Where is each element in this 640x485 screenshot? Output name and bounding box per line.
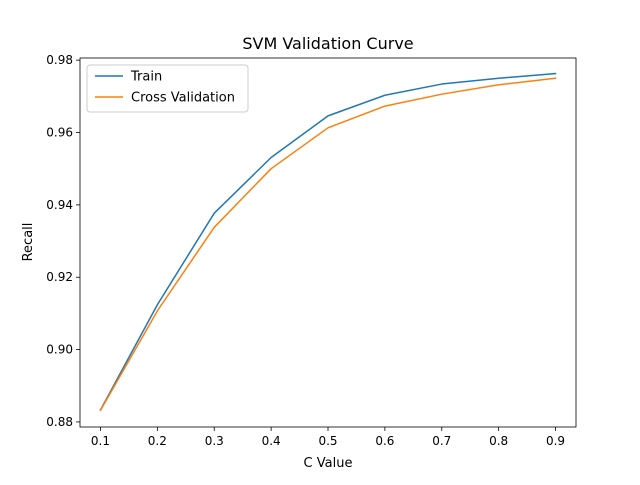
x-tick-label: 0.8 <box>489 434 508 448</box>
x-tick-label: 0.5 <box>318 434 337 448</box>
x-tick-label: 0.2 <box>148 434 167 448</box>
x-tick-label: 0.9 <box>546 434 565 448</box>
legend-label-1: Cross Validation <box>131 91 235 106</box>
chart-title: SVM Validation Curve <box>242 34 413 53</box>
y-tick-label: 0.98 <box>46 53 73 67</box>
x-axis-label: C Value <box>304 456 353 471</box>
x-tick-label: 0.6 <box>375 434 394 448</box>
y-tick-label: 0.88 <box>46 415 73 429</box>
y-tick-label: 0.94 <box>46 198 73 212</box>
plot-frame <box>79 57 577 428</box>
y-axis-label: Recall <box>21 223 36 262</box>
series-line-0 <box>99 72 557 412</box>
y-tick-label: 0.90 <box>46 343 73 357</box>
plot-area: 0.1 0.2 0.3 0.4 0.5 0.6 0.7 0.8 0.9 0.88 0.90 0.92 0… <box>46 53 577 448</box>
legend-label-0: Train <box>130 70 162 85</box>
x-tick-label: 0.1 <box>91 434 110 448</box>
series-line-1 <box>99 77 557 412</box>
y-tick-label: 0.92 <box>46 270 73 284</box>
y-tick-label: 0.96 <box>46 126 73 140</box>
legend-box <box>86 64 249 113</box>
x-tick-label: 0.3 <box>205 434 224 448</box>
x-tick-label: 0.7 <box>432 434 451 448</box>
x-tick-label: 0.4 <box>262 434 281 448</box>
